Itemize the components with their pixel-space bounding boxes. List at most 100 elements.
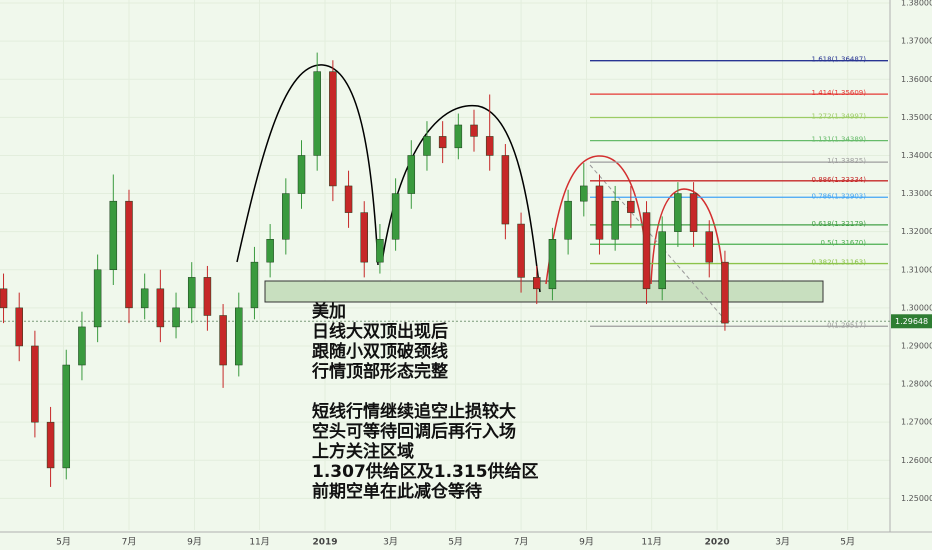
x-tick-label: 9月	[187, 537, 202, 548]
candle-body	[658, 231, 666, 290]
supply-zone	[264, 280, 824, 303]
candle-body	[15, 307, 23, 347]
candle-body	[674, 193, 682, 232]
candle-body	[266, 239, 274, 263]
y-tick-label: 1.34000	[901, 151, 932, 160]
fib-label: 1.131(1.34389)	[812, 136, 867, 144]
candle-body	[438, 136, 447, 149]
candle-body	[564, 200, 572, 240]
y-tick-label: 1.33000	[901, 189, 932, 198]
x-tick-label: 2020	[705, 538, 730, 548]
y-tick-label: 1.37000	[901, 37, 932, 46]
x-tick-label: 11月	[249, 537, 269, 548]
annotation-line: 1.307供给区及1.315供给区	[312, 462, 539, 482]
last-price-tag	[891, 314, 932, 329]
x-tick-label: 3月	[775, 537, 790, 548]
x-tick-label: 2019	[312, 538, 337, 548]
candle-body	[532, 277, 541, 290]
annotation-line: 美加	[312, 302, 346, 322]
x-tick-label: 5月	[448, 537, 463, 548]
candle-body	[344, 185, 353, 213]
fib-label: 0.786(1.32903)	[812, 192, 867, 200]
fib-label: 0.886(1.33334)	[812, 176, 867, 184]
y-tick-label: 1.38000	[901, 0, 932, 8]
candle-body	[548, 239, 557, 290]
annotation-line: 跟随小双顶破颈线	[312, 342, 448, 362]
candle-body	[689, 193, 698, 232]
small-top-arc	[545, 155, 649, 287]
fib-label: 0.382(1.31163)	[812, 259, 867, 267]
fib-label: 0.618(1.32179)	[812, 220, 867, 228]
candle-body	[109, 200, 118, 271]
fib-label: 1.272(1.34997)	[812, 112, 867, 120]
candle-body	[235, 307, 243, 366]
candle-body	[31, 345, 39, 423]
y-tick-label: 1.29000	[901, 341, 932, 350]
candle-body	[78, 326, 86, 366]
fib-label: 1.618(1.36487)	[812, 56, 867, 64]
last-price-label: 1.29648	[895, 317, 928, 326]
candle-body	[627, 200, 635, 213]
candle-body	[470, 124, 478, 137]
annotation-line: 行情顶部形态完整	[312, 362, 448, 382]
candle-body	[611, 200, 619, 240]
candle-body	[250, 261, 259, 309]
annotation-line: 前期空单在此减仓等待	[312, 482, 482, 502]
candle-body	[721, 261, 729, 324]
y-tick-label: 1.26000	[901, 456, 932, 465]
candle-body	[705, 231, 714, 263]
x-tick-label: 3月	[383, 537, 398, 548]
y-tick-label: 1.25000	[901, 494, 932, 503]
candle-body	[62, 364, 71, 469]
candle-body	[203, 277, 212, 316]
fib-label: 1(1.33825)	[827, 157, 866, 165]
annotation-line: 上方关注区域	[312, 442, 414, 462]
candle-body	[580, 185, 588, 202]
double-top-arc	[381, 104, 541, 293]
candle-body	[187, 277, 196, 309]
candle-body	[297, 155, 306, 194]
y-tick-label: 1.30000	[901, 303, 932, 312]
x-tick-label: 5月	[840, 537, 855, 548]
candle-body	[423, 136, 431, 156]
y-tick-label: 1.32000	[901, 227, 932, 236]
candle-body	[125, 200, 133, 309]
annotation-line: 短线行情继续追空止损较大	[312, 402, 516, 422]
candle-body	[0, 288, 8, 309]
annotation-line: 日线大双顶出现后	[312, 322, 448, 342]
x-tick-label: 5月	[56, 537, 71, 548]
x-tick-label: 7月	[122, 537, 137, 548]
candle-body	[501, 155, 510, 225]
y-tick-label: 1.35000	[901, 113, 932, 122]
candle-body	[454, 124, 463, 149]
candle-body	[376, 239, 384, 263]
candle-body	[360, 212, 368, 263]
candle-body	[485, 136, 494, 156]
candle-body	[407, 155, 416, 194]
y-tick-label: 1.31000	[901, 265, 932, 274]
candle-body	[313, 71, 321, 156]
candle-body	[595, 185, 604, 240]
x-tick-label: 7月	[514, 537, 529, 548]
candle-body	[172, 307, 180, 328]
y-tick-label: 1.36000	[901, 75, 932, 84]
candle-body	[93, 269, 102, 328]
annotation-line: 空头可等待回调后再行入场	[312, 422, 516, 442]
candle-body	[219, 315, 227, 366]
double-top-arc	[236, 64, 379, 266]
fib-label: 0.5(1.31670)	[820, 239, 866, 247]
candle-body	[517, 223, 525, 278]
y-tick-label: 1.28000	[901, 380, 932, 389]
candle-body	[282, 193, 290, 240]
candle-body	[46, 421, 55, 469]
candle-body	[391, 193, 400, 240]
x-tick-label: 11月	[641, 537, 661, 548]
candle-body	[642, 212, 651, 290]
y-tick-label: 1.27000	[901, 418, 932, 427]
fib-label: 0(1.29517)	[827, 321, 866, 329]
candle-body	[329, 71, 337, 187]
candle-body	[140, 288, 149, 309]
fib-label: 1.414(1.35609)	[812, 89, 867, 97]
